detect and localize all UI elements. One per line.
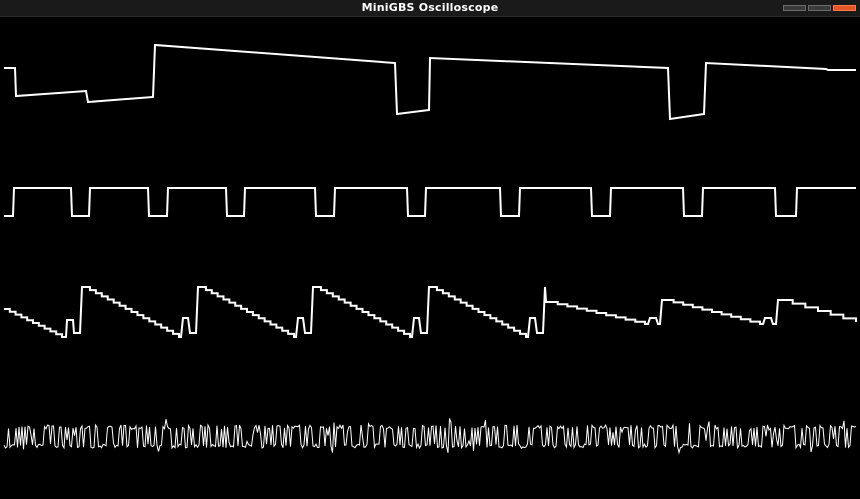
channel-4-wave [3, 418, 857, 455]
maximize-button[interactable] [808, 5, 831, 11]
close-button[interactable] [833, 5, 856, 11]
window-controls [783, 5, 856, 11]
scope-display [3, 43, 857, 455]
window-title: MiniGBS Oscilloscope [361, 1, 499, 14]
channel-2-wave [4, 187, 856, 217]
title-bar[interactable]: MiniGBS Oscilloscope [0, 0, 860, 17]
channel-1-wave [4, 43, 856, 121]
channel-3-wave [4, 286, 857, 338]
minimize-button[interactable] [783, 5, 806, 11]
